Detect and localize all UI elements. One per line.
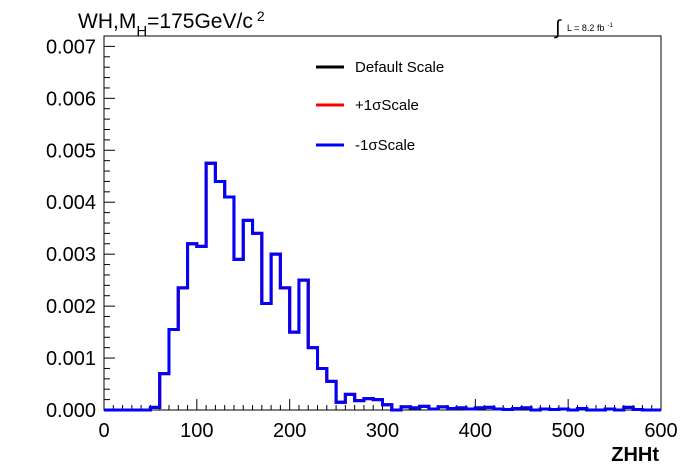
legend-label: Default Scale <box>355 59 444 76</box>
y-tick-label: 0.006 <box>46 88 96 110</box>
legend: Default Scale +1σScale -1σScale <box>316 59 444 154</box>
title-main: WH,M <box>78 10 136 33</box>
x-tick-label: 500 <box>551 420 584 442</box>
y-tick-label: 0.003 <box>46 244 96 266</box>
x-tick-label: 600 <box>644 420 677 442</box>
y-tick-label: 0.005 <box>46 140 96 162</box>
x-axis-tick-labels: 0 100 200 300 400 500 600 <box>98 420 677 442</box>
lumi-label: L = 8.2 fb -1 <box>567 23 613 33</box>
legend-label: +1σScale <box>355 97 419 114</box>
x-tick-label: 0 <box>98 420 109 442</box>
y-tick-label: 0.002 <box>46 296 96 318</box>
title-rest: =175GeV/c <box>147 10 253 33</box>
legend-label: -1σScale <box>355 137 415 154</box>
lumi-integral: ∫ <box>554 17 562 39</box>
y-tick-label: 0.000 <box>46 400 96 422</box>
series-layer <box>104 161 661 412</box>
lumi-superscript: -1 <box>607 23 613 29</box>
y-tick-label: 0.004 <box>46 192 96 214</box>
x-tick-label: 200 <box>273 420 306 442</box>
y-axis-tick-labels: 0.000 0.001 0.002 0.003 0.004 0.005 0.006 0.007 <box>46 36 96 422</box>
title-superscript: 2 <box>257 8 265 24</box>
y-axis-ticks <box>104 35 115 411</box>
x-tick-label: 100 <box>180 420 213 442</box>
y-tick-label: 0.007 <box>46 36 96 58</box>
y-tick-label: 0.001 <box>46 348 96 370</box>
x-axis-label: ZHHt <box>611 444 659 466</box>
plot-frame <box>103 35 662 411</box>
lumi-text: L = 8.2 fb <box>567 23 604 33</box>
title-subscript: H <box>136 23 147 40</box>
x-tick-label: 400 <box>459 420 492 442</box>
series-line-3 <box>104 161 661 412</box>
chart-title: WH,MH=175GeV/c 2 <box>78 8 265 40</box>
x-tick-label: 300 <box>366 420 399 442</box>
